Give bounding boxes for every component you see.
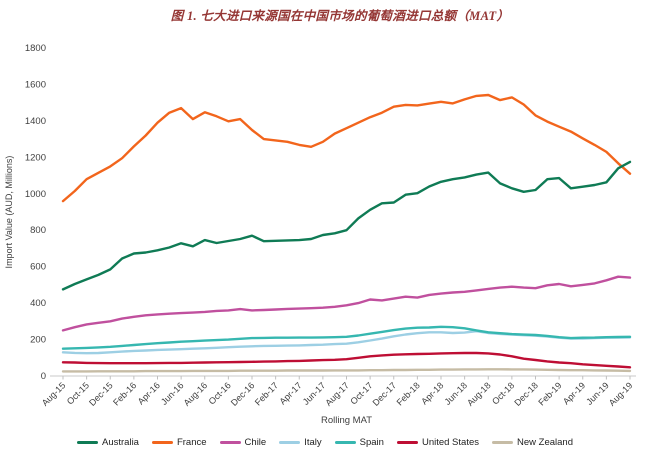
y-tick-label: 1200 — [25, 152, 46, 163]
x-tick-label: Oct-15 — [65, 380, 91, 406]
x-tick-label: Dec-16 — [229, 380, 257, 408]
y-tick-label: 200 — [30, 335, 46, 346]
legend-item-spain: Spain — [334, 436, 384, 448]
x-tick-label: Oct-18 — [490, 380, 516, 406]
legend-swatch — [334, 440, 356, 444]
legend-label: Australia — [102, 436, 139, 448]
y-tick-label: 600 — [30, 262, 46, 273]
chart-title: 图 1. 七大进口来源国在中国市场的葡萄酒进口总额（MAT） — [170, 9, 510, 23]
legend-label: Spain — [359, 436, 384, 448]
x-tick-label: Apr-16 — [136, 380, 162, 406]
x-tick-label: Feb-18 — [395, 380, 422, 407]
legend-label: Chile — [244, 436, 267, 448]
legend-label: United States — [421, 436, 479, 448]
x-tick-label: Feb-19 — [536, 380, 563, 407]
legend-item-chile: Chile — [219, 436, 267, 448]
x-axis-title: Rolling MAT — [321, 415, 372, 426]
series-line-chile — [61, 275, 632, 332]
y-tick-label: 0 — [41, 371, 46, 382]
series-line-australia — [61, 160, 632, 291]
legend-item-australia: Australia — [77, 437, 139, 448]
legend-swatch — [219, 440, 241, 444]
x-tick-label: Aug-15 — [40, 380, 68, 408]
x-tick-label: Dec-18 — [512, 380, 540, 408]
line-chart-canvas: 020040060080010001200140016001800Aug-15O… — [4, 43, 636, 426]
x-tick-label: Apr-19 — [561, 380, 587, 406]
x-tick-label: Feb-16 — [111, 380, 138, 407]
x-tick-label: Apr-17 — [277, 380, 303, 406]
x-tick-label: Dec-17 — [371, 380, 399, 408]
y-axis-title: Import Value (AUD, Millions) — [4, 156, 14, 269]
legend-label: New Zealand — [517, 436, 573, 448]
series-line-united-states — [61, 351, 632, 369]
x-tick-label: Aug-18 — [465, 380, 493, 408]
y-tick-label: 1800 — [25, 43, 46, 54]
legend-swatch — [77, 440, 98, 444]
legend-item-italy: Italy — [279, 436, 322, 448]
x-tick-label: Feb-17 — [253, 380, 280, 407]
legend-swatch — [279, 440, 301, 444]
legend-swatch — [151, 440, 173, 444]
x-tick-label: Aug-16 — [182, 380, 210, 408]
x-tick-label: Oct-16 — [207, 380, 233, 406]
x-tick-label: Dec-15 — [87, 380, 115, 408]
series-line-italy — [61, 330, 632, 355]
series-line-france — [61, 93, 632, 203]
x-tick-label: Aug-17 — [323, 380, 351, 408]
x-tick-label: Jun-19 — [584, 380, 611, 407]
legend-swatch — [396, 440, 418, 444]
legend-label: Italy — [304, 436, 322, 448]
legend-label: France — [176, 436, 207, 448]
series-line-spain — [61, 325, 632, 350]
x-tick-label: Jun-16 — [159, 380, 186, 407]
x-tick-label: Oct-17 — [348, 380, 374, 406]
y-tick-label: 1400 — [25, 116, 46, 127]
legend-item-france: France — [151, 436, 207, 448]
legend-item-united-states: United States — [396, 436, 479, 448]
x-tick-label: Jun-18 — [443, 380, 470, 407]
x-tick-label: Jun-17 — [301, 380, 328, 407]
y-tick-label: 400 — [30, 298, 46, 309]
y-tick-label: 1600 — [25, 79, 46, 90]
x-tick-label: Aug-19 — [607, 380, 635, 408]
x-tick-label: Apr-18 — [419, 380, 445, 406]
legend-item-new-zealand: New Zealand — [492, 437, 573, 448]
y-tick-label: 800 — [30, 225, 46, 236]
legend-swatch — [492, 440, 513, 444]
chart-legend: Australia France Chile Italy Spain United Sta… — [0, 432, 650, 452]
y-tick-label: 1000 — [25, 189, 46, 200]
series-line-new-zealand — [61, 368, 632, 373]
